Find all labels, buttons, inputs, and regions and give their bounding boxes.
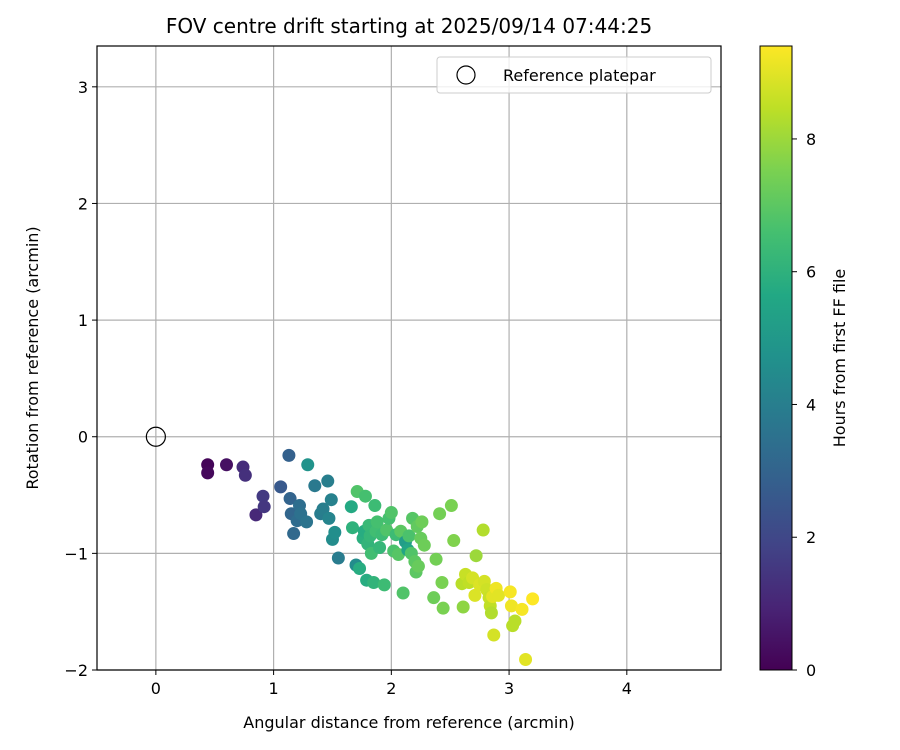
x-tick-label: 0: [151, 679, 161, 698]
data-point: [256, 489, 270, 503]
y-tick-label: −2: [64, 661, 88, 680]
data-point: [515, 602, 529, 616]
data-point: [238, 468, 252, 482]
y-tick-label: 0: [78, 428, 88, 447]
colorbar-tick-label: 6: [806, 263, 816, 282]
legend-label: Reference platepar: [503, 66, 656, 85]
data-point: [324, 493, 338, 507]
x-axis-label: Angular distance from reference (arcmin): [243, 713, 574, 732]
data-point: [282, 448, 296, 462]
x-axis-ticks: 0 1 2 3 4: [151, 670, 632, 698]
data-point: [415, 515, 429, 529]
data-point: [456, 600, 470, 614]
y-axis-label: Rotation from reference (arcmin): [23, 226, 42, 489]
data-point: [417, 538, 431, 552]
colorbar-tick-label: 0: [806, 661, 816, 680]
data-point: [491, 588, 505, 602]
legend: Reference platepar: [436, 56, 712, 94]
y-tick-label: 1: [78, 311, 88, 330]
data-point: [201, 466, 215, 480]
y-tick-label: 3: [78, 78, 88, 97]
data-point: [257, 500, 271, 514]
data-point: [283, 492, 297, 506]
reference-platepar-marker: [145, 426, 166, 447]
data-point: [476, 523, 490, 537]
data-point: [508, 614, 522, 628]
data-point: [344, 500, 358, 514]
colorbar-label: Hours from first FF file: [830, 269, 849, 448]
data-point: [519, 653, 533, 667]
reference-marker: [145, 426, 166, 447]
data-point: [433, 507, 447, 521]
data-point: [427, 591, 441, 605]
data-point: [429, 552, 443, 566]
data-point: [345, 521, 359, 535]
data-point: [402, 529, 416, 543]
data-point: [220, 458, 234, 472]
colorbar-gradient: [759, 45, 793, 671]
y-tick-label: 2: [78, 194, 88, 213]
data-point: [469, 549, 483, 563]
data-point: [468, 588, 482, 602]
plot-frame: [96, 45, 722, 671]
colorbar-ticks: 0 2 4 6 8: [792, 130, 816, 680]
data-point: [411, 559, 425, 573]
x-tick-label: 1: [269, 679, 279, 698]
data-point: [274, 480, 288, 494]
data-point: [396, 586, 410, 600]
data-point: [300, 515, 314, 529]
data-point: [287, 527, 301, 541]
legend-box: [436, 56, 712, 94]
data-point: [316, 502, 330, 516]
data-point: [368, 499, 382, 513]
data-point: [444, 499, 458, 513]
data-point: [373, 541, 387, 555]
data-point: [321, 474, 335, 488]
data-point: [447, 534, 461, 548]
data-point: [384, 506, 398, 520]
y-axis-ticks: −2 −1 0 1 2 3: [64, 78, 97, 680]
data-point: [301, 458, 315, 472]
data-point: [328, 525, 342, 539]
data-points: [201, 448, 540, 667]
data-point: [377, 578, 391, 592]
data-point: [249, 508, 263, 522]
data-point: [331, 551, 345, 565]
data-point: [436, 601, 450, 615]
y-tick-label: −1: [64, 544, 88, 563]
colorbar-tick-label: 8: [806, 130, 816, 149]
data-point: [504, 599, 518, 613]
data-point: [353, 562, 367, 576]
data-point: [370, 515, 384, 529]
x-tick-label: 4: [622, 679, 632, 698]
data-point: [367, 576, 381, 590]
grid-lines: [97, 46, 721, 671]
data-point: [487, 628, 501, 642]
x-tick-label: 3: [504, 679, 514, 698]
legend-marker: [456, 65, 476, 85]
colorbar-tick-label: 2: [806, 528, 816, 547]
data-point: [503, 585, 517, 599]
x-tick-label: 2: [386, 679, 396, 698]
chart-title: FOV centre drift starting at 2025/09/14 …: [166, 14, 652, 38]
data-point: [308, 479, 322, 493]
data-point: [435, 576, 449, 590]
data-point: [526, 592, 540, 606]
data-point: [484, 606, 498, 620]
data-point: [322, 511, 336, 525]
data-point: [358, 489, 372, 503]
colorbar-tick-label: 4: [806, 395, 816, 414]
colorbar: 0 2 4 6 8 Hours from first FF file: [759, 45, 849, 680]
